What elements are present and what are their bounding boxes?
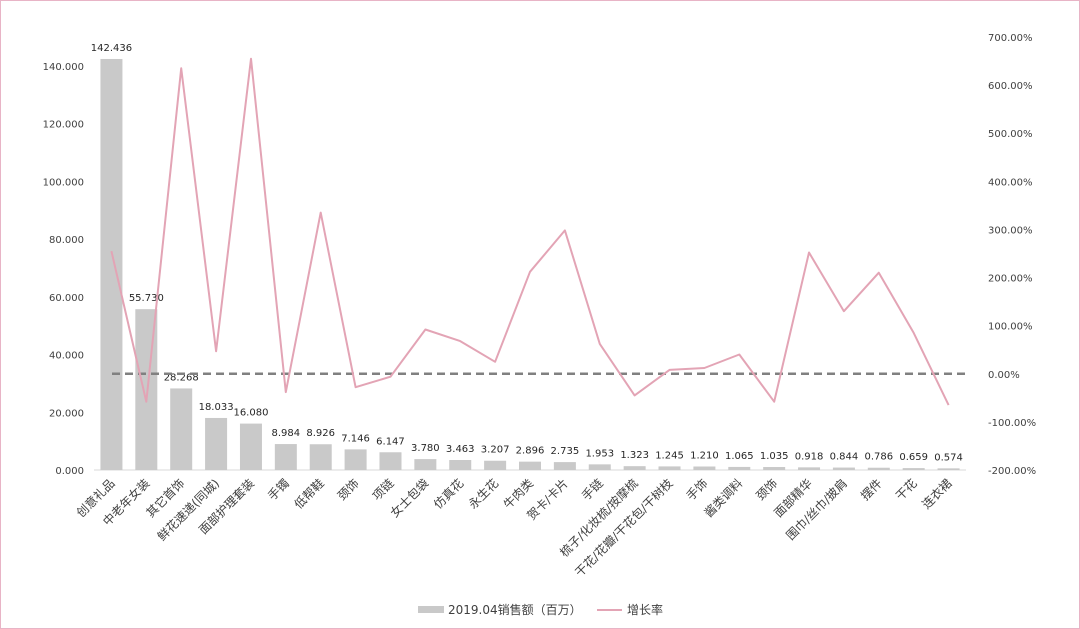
left-tick-label: 120.000 [43, 120, 84, 131]
bar-data-label: 2.735 [551, 446, 580, 457]
bar-data-label: 8.926 [306, 428, 335, 439]
bar [274, 444, 297, 470]
category-label: 手镯 [264, 476, 292, 504]
bar-data-label: 0.659 [899, 452, 928, 463]
category-label: 低帮鞋 [291, 476, 327, 512]
bar-data-label: 0.574 [934, 452, 963, 463]
left-tick-label: 0.000 [55, 466, 84, 477]
legend: 2019.04销售额（百万） 增长率 [418, 602, 663, 617]
category-label: 酱类调料 [701, 476, 746, 521]
bar-data-label: 3.780 [411, 443, 440, 454]
category-label: 摆件 [858, 476, 885, 503]
bar-data-label: 1.323 [620, 450, 649, 461]
bar-series [100, 58, 960, 471]
left-tick-label: 80.000 [49, 235, 84, 246]
category-label: 手链 [578, 476, 606, 504]
bar [728, 466, 751, 470]
bar-data-label: 0.786 [864, 452, 893, 463]
bar [623, 466, 646, 470]
bar [798, 467, 821, 470]
bar-data-label: 55.730 [129, 293, 164, 304]
legend-bar-swatch [418, 606, 444, 613]
category-label: 鲜花速递(同城) [154, 476, 222, 544]
bar-data-label: 16.080 [233, 408, 268, 419]
category-label: 干花 [892, 476, 920, 504]
left-tick-label: 100.000 [43, 177, 84, 188]
bar [239, 423, 262, 470]
bar [832, 467, 855, 470]
category-label: 颈饰 [335, 476, 362, 503]
bar-data-label: 2.896 [516, 446, 545, 457]
bar [763, 467, 786, 470]
right-tick-label: 600.00% [988, 81, 1033, 92]
category-label: 项链 [369, 476, 397, 504]
bar-data-label: 1.953 [585, 448, 614, 459]
bar-data-label: 3.207 [481, 445, 510, 456]
category-label: 围巾/丝巾/披肩 [783, 476, 850, 543]
bar-data-label: 1.210 [690, 451, 719, 462]
bar-data-label: 142.436 [91, 43, 132, 54]
category-label: 仿真花 [430, 476, 466, 512]
bar [379, 452, 402, 470]
bar-data-label: 0.844 [830, 452, 859, 463]
category-label: 连衣裙 [919, 476, 955, 512]
left-axis: 0.000 20.000 40.000 60.000 80.000 100.000 120.… [43, 62, 84, 477]
right-tick-label: 0.00% [988, 370, 1020, 381]
bar-data-label: 8.984 [272, 428, 301, 439]
right-tick-label: 200.00% [988, 274, 1033, 285]
bar-data-label: 1.065 [725, 451, 754, 462]
bar [519, 461, 541, 470]
bar [484, 460, 507, 470]
bar-data-label: 1.245 [655, 450, 684, 461]
bar [309, 444, 332, 470]
category-label: 永生花 [465, 476, 501, 512]
bar [693, 466, 716, 470]
bar-data-label: 18.033 [199, 402, 234, 413]
bar [414, 459, 437, 470]
legend-line-label: 增长率 [627, 602, 663, 617]
category-label: 手饰 [684, 476, 711, 503]
left-tick-label: 60.000 [49, 293, 84, 304]
right-tick-label: 100.00% [988, 322, 1033, 333]
growth-line [110, 57, 950, 406]
right-axis: -200.00% -100.00% 0.00% 100.00% 200.00% 300.0… [988, 33, 1036, 477]
left-tick-label: 140.000 [43, 62, 84, 73]
bar-data-label: 3.463 [446, 444, 475, 455]
bar [588, 464, 611, 470]
bar-data-label: 28.268 [164, 372, 199, 383]
legend-bar-label: 2019.04销售额（百万） [448, 602, 582, 617]
left-tick-label: 20.000 [49, 408, 84, 419]
bar [170, 388, 193, 470]
bar [902, 468, 925, 470]
right-tick-label: 700.00% [988, 33, 1033, 44]
bar [449, 460, 472, 470]
bar-data-label: 7.146 [341, 433, 370, 444]
category-label: 颈饰 [753, 476, 780, 503]
right-tick-label: -200.00% [988, 466, 1036, 477]
bar [100, 58, 123, 471]
bar [867, 467, 890, 470]
right-tick-label: -100.00% [988, 418, 1036, 429]
right-tick-label: 400.00% [988, 177, 1033, 188]
bar [658, 466, 681, 470]
bar [937, 468, 960, 470]
bar [344, 449, 367, 470]
category-label: 女士包袋 [387, 476, 432, 521]
bar-data-label: 6.147 [376, 436, 405, 447]
bar [205, 417, 228, 470]
left-tick-label: 40.000 [49, 351, 84, 362]
right-tick-label: 300.00% [988, 225, 1033, 236]
bar [553, 462, 576, 470]
bar-data-label: 1.035 [760, 451, 789, 462]
right-tick-label: 500.00% [988, 129, 1033, 140]
bar-data-label: 0.918 [795, 451, 824, 462]
